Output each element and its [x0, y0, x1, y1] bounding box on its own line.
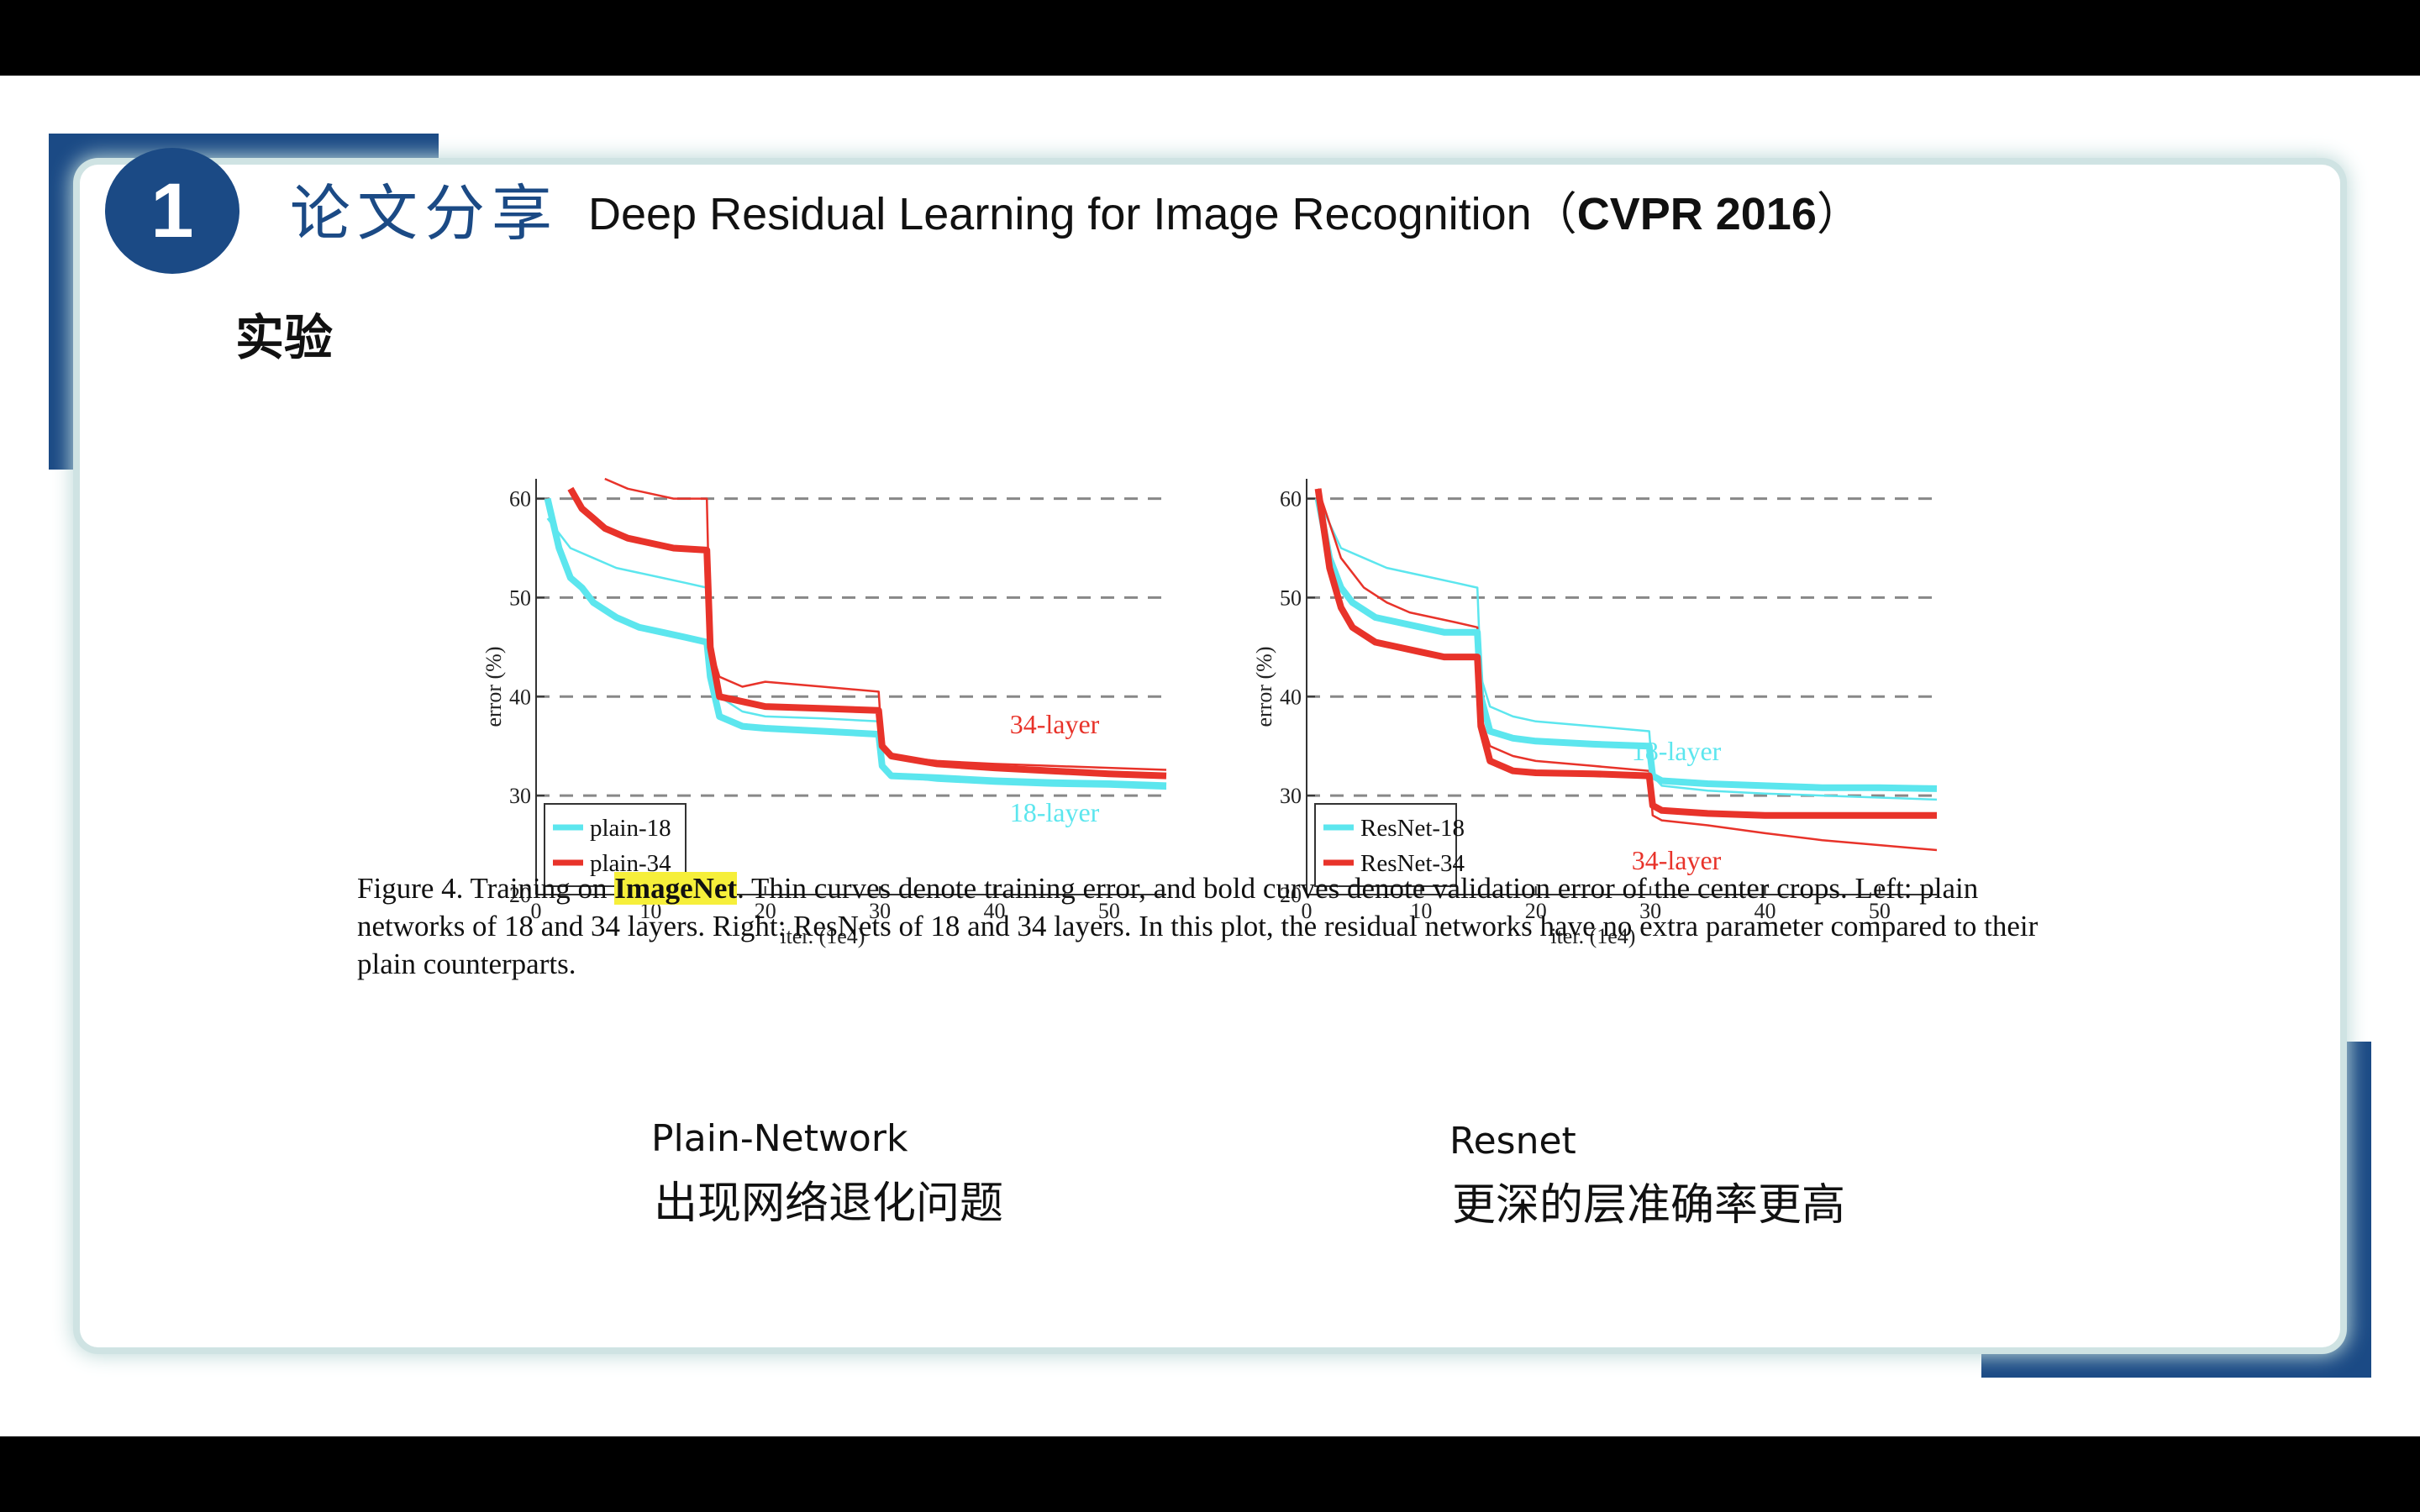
series-line-plain-18-train	[546, 517, 1167, 790]
y-tick-label: 50	[509, 585, 531, 610]
content-card	[80, 165, 2340, 1347]
title-english: Deep Residual Learning for Image Recogni…	[588, 189, 1862, 239]
y-tick-label: 60	[1280, 487, 1302, 512]
title-chinese: 论文分享	[290, 178, 560, 249]
x-tick-label: 10	[1410, 899, 1432, 923]
right-note-title: Resnet	[1449, 1120, 1576, 1163]
legend-label: ResNet-34	[1360, 850, 1465, 877]
y-tick-label: 20	[1280, 883, 1302, 907]
y-tick-label: 40	[1280, 685, 1302, 709]
y-tick-label: 50	[1280, 585, 1302, 610]
paper-title: Deep Residual Learning for Image Recogni…	[588, 189, 1532, 239]
series-line-plain-34-train	[604, 477, 1167, 771]
series-annotation: 18-layer	[1010, 797, 1100, 827]
right-note-desc: 更深的层准确率更高	[1452, 1180, 1846, 1231]
x-tick-label: 30	[869, 899, 891, 923]
slide	[0, 76, 2420, 1436]
legend-label: plain-18	[590, 815, 671, 842]
x-tick-label: 20	[755, 899, 776, 923]
x-tick-label: 40	[983, 899, 1005, 923]
legend-label: ResNet-18	[1360, 815, 1465, 842]
x-tick-label: 50	[1098, 899, 1120, 923]
x-tick-label: 30	[1639, 899, 1661, 923]
y-tick-label: 30	[509, 784, 531, 808]
figure-caption: Figure 4. Training on ImageNet. Thin cur…	[357, 869, 2071, 983]
legend-box	[1314, 803, 1457, 887]
series-line-plain-34	[567, 486, 1167, 780]
caption-rest: . Thin curves denote training error, and…	[357, 872, 2039, 980]
x-tick-label: 0	[531, 899, 542, 923]
x-tick-label: 0	[1302, 899, 1313, 923]
y-tick-label: 30	[1280, 784, 1302, 808]
x-tick-label: 40	[1754, 899, 1776, 923]
series-line-plain-18	[544, 497, 1167, 790]
x-tick-label: 50	[1869, 899, 1891, 923]
x-tick-label: 20	[1525, 899, 1547, 923]
y-tick-label: 20	[509, 883, 531, 907]
venue: CVPR 2016	[1576, 189, 1817, 239]
y-tick-label: 40	[509, 685, 531, 709]
caption-prefix: Figure 4. Training on	[357, 872, 615, 905]
series-line-resnet-34-train	[1317, 488, 1938, 852]
series-line-resnet-18-train	[1317, 498, 1938, 801]
section-number-badge: 1	[105, 148, 239, 274]
series-annotation: 34-layer	[1010, 709, 1100, 739]
left-note-title: Plain-Network	[651, 1117, 908, 1160]
series-line-resnet-18	[1314, 497, 1938, 792]
series-line-resnet-34	[1314, 488, 1937, 819]
y-axis-label: error (%)	[1252, 647, 1276, 727]
x-axis-label: iter. (1e4)	[780, 924, 865, 948]
series-annotation: 18-layer	[1632, 736, 1722, 766]
y-axis-label: error (%)	[481, 647, 506, 727]
left-note-desc: 出现网络退化问题	[654, 1179, 1004, 1229]
caption-highlight: ImageNet	[614, 872, 738, 905]
chart-right: 20 30 40 50 60 0 10 20 30 40 50 iter. (1e4) error (%…	[1252, 479, 1938, 948]
x-axis-label: iter. (1e4)	[1550, 924, 1635, 948]
series-annotation: 34-layer	[1632, 845, 1722, 875]
y-tick-label: 60	[509, 487, 531, 512]
section-title: 实验	[235, 309, 334, 366]
